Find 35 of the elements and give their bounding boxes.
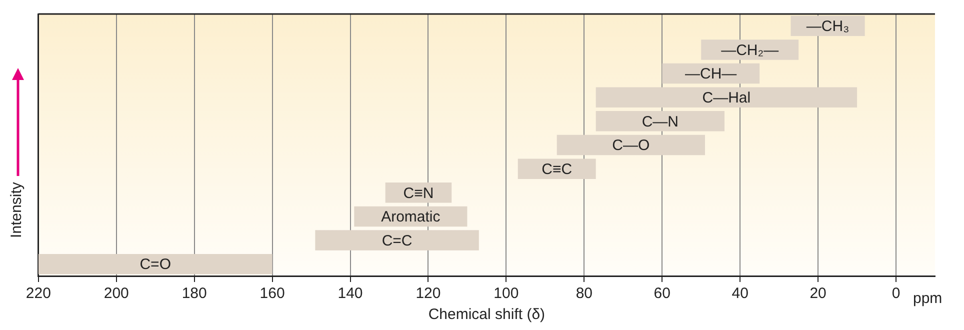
y-axis-title: Intensity	[8, 182, 26, 238]
y-tick-label: C—N	[642, 113, 679, 130]
text: ppm	[913, 290, 942, 308]
y-tick-label: C=O	[140, 256, 171, 274]
x-tick-label: 40	[732, 285, 748, 302]
x-tick-label: 0	[892, 285, 900, 302]
bar	[556, 134, 706, 156]
bar	[662, 63, 760, 84]
x-tick-label: 20	[810, 285, 826, 302]
x-tick-label: 100	[494, 285, 519, 302]
bar	[385, 182, 452, 203]
y-tick-label: C—O	[612, 137, 650, 154]
bar	[518, 158, 596, 179]
bar	[38, 254, 272, 274]
y-tick-label: C≡C	[542, 160, 572, 178]
x-tick-label: 200	[104, 285, 129, 302]
y-tick-label: Aromatic	[381, 208, 441, 226]
x-tick-label: 120	[416, 285, 441, 302]
bar	[596, 87, 858, 108]
x-tick-label: 80	[576, 285, 592, 302]
x-tick-label: 180	[182, 285, 207, 302]
bar	[596, 111, 724, 132]
x-axis-title: Chemical shift (δ)	[428, 306, 546, 324]
y-tick-label: —CH—	[685, 66, 737, 83]
x-tick-label: 220	[26, 285, 51, 302]
bar	[315, 230, 479, 250]
y-tick-label: C—Hal	[702, 90, 751, 107]
y-tick-label: C≡N	[403, 184, 434, 202]
x-tick-label: 60	[654, 285, 670, 302]
bar	[701, 40, 799, 60]
x-tick-label: 140	[338, 285, 363, 302]
x-tick-label: 160	[260, 285, 285, 302]
y-tick-label: —CH₂—	[721, 42, 779, 59]
y-tick-label: —CH₃	[806, 18, 850, 36]
y-tick-label: C=C	[382, 232, 412, 250]
